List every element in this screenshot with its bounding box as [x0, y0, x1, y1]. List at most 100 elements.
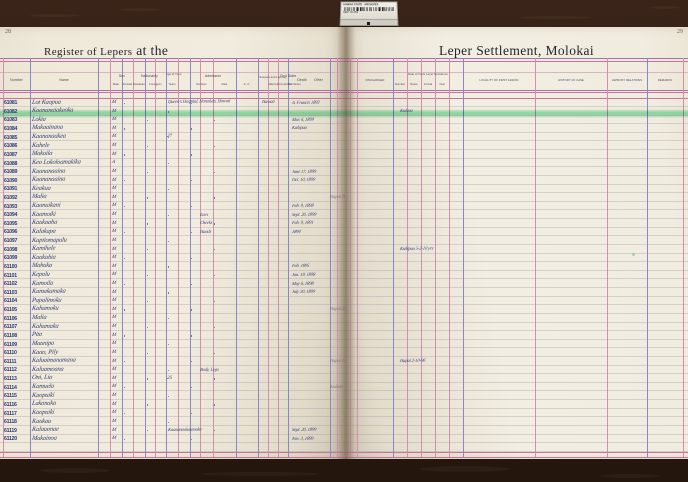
row-id: 61114 — [4, 384, 17, 391]
row-sex: M — [111, 108, 117, 114]
tally-dot — [124, 102, 126, 104]
row-id: 61095 — [4, 220, 18, 227]
row-other: Mar. 6, 1899 — [291, 116, 315, 122]
row-rule — [345, 166, 688, 168]
row-name: Kaluaimanamana — [31, 356, 77, 365]
header-sex-female: Female — [122, 83, 133, 86]
row-rule — [0, 123, 345, 125]
table-row: 61107 Kahumaka M — [0, 322, 345, 332]
row-rule — [345, 287, 688, 289]
table-row: 61111 Kaluaimanamana M Hapai 1-10-96 — [0, 357, 345, 366]
row-sex: M — [111, 177, 117, 183]
column-rule — [30, 58, 31, 457]
table-row: 61083 Lokia M Mar. 6, 1899 — [0, 116, 345, 125]
row-sex: M — [111, 401, 117, 407]
row-id: 61096 — [4, 229, 18, 236]
row-id: 61110 — [4, 350, 17, 357]
row-rule — [345, 218, 688, 220]
row-id: 61093 — [4, 203, 18, 210]
header-history-of-case: HISTORY OF CASE — [558, 79, 584, 82]
column-rule — [407, 58, 408, 457]
tally-dot — [214, 223, 216, 225]
tally-dot — [147, 275, 149, 277]
column-rule — [190, 58, 191, 457]
row-id: 61105 — [4, 307, 17, 314]
tally-dot — [147, 119, 149, 122]
row-rule — [345, 269, 688, 271]
row-name: Oni, Lia — [31, 374, 53, 382]
row-name: Maunipa — [31, 339, 55, 347]
row-rule — [0, 399, 345, 401]
row-id: 61115 — [4, 393, 17, 400]
row-other: Kahipaa — [291, 125, 308, 131]
right-page-note: Kaluna — [399, 108, 414, 114]
row-rule — [0, 157, 345, 159]
table-row: 61097 Kapiiomapalu M — [0, 236, 345, 246]
row-sex: M — [111, 255, 117, 261]
row-pencil-note: Kaluna — [329, 383, 344, 390]
tally-dot — [147, 430, 149, 432]
row-name: Kamuela — [31, 382, 55, 391]
highlight-band-right — [345, 108, 688, 118]
tally-dot — [191, 154, 193, 156]
row-rule — [0, 209, 345, 211]
table-row: 61104 Papalimoku M — [0, 297, 345, 306]
table-row: 61113 Oni, Lia M 25 — [0, 374, 345, 383]
row-sex: M — [111, 358, 117, 364]
page-title-left: Register of Lepers at the — [44, 43, 169, 58]
table-row: 61117 Kaopuiki M — [0, 409, 345, 418]
row-rule — [0, 407, 345, 409]
column-rule — [350, 58, 351, 457]
row-rule — [345, 174, 688, 176]
header-cs-married: Married — [268, 83, 279, 86]
row-name: Kaamoiki — [31, 210, 57, 218]
archive-label-card: HAWAII STATE ARCHIVES SER. M-262 — [339, 1, 399, 27]
tally-dot — [191, 257, 193, 260]
table-bottom-rule — [0, 452, 345, 453]
table-row: 61102 Kamoila M May 6, 1898 — [0, 279, 345, 289]
tally-dot — [191, 438, 193, 441]
tally-dot — [168, 266, 170, 268]
row-rule — [0, 450, 345, 452]
row-name: Kaakuhia — [31, 253, 57, 261]
row-sex: M — [111, 289, 117, 295]
tally-dot — [214, 249, 216, 251]
tally-dot — [168, 421, 170, 423]
row-rule — [345, 183, 688, 185]
row-lesion: Ears — [199, 211, 209, 217]
row-name: Lot Kaopua — [31, 98, 62, 106]
column-rule — [421, 58, 422, 457]
header-civil-state: Civil State — [279, 74, 297, 78]
table-row: 61101 Kepolu M Jan. 19, 1898 — [0, 271, 345, 280]
table-row: 61119 Kalauonae M Kaananaakaumaka Sept. 20, … — [0, 426, 345, 435]
row-rule — [0, 243, 345, 245]
row-sex: M — [111, 436, 117, 442]
ink-fleck — [632, 253, 635, 256]
row-name: Kepolu — [31, 270, 51, 278]
header-adm-ac: A. C. — [243, 83, 251, 86]
table-row: 61099 Kaakuhia M — [0, 254, 345, 263]
row-rule — [345, 140, 688, 142]
wood-grain — [30, 14, 80, 17]
header-sex: Sex — [118, 74, 126, 78]
row-rule — [345, 399, 688, 401]
tally-dot — [147, 378, 149, 380]
tally-dot — [168, 240, 170, 242]
row-id: 61087 — [4, 151, 18, 158]
column-rule — [3, 58, 4, 457]
row-rule — [345, 157, 688, 159]
row-rule — [345, 261, 688, 263]
row-name: Kaukau — [31, 417, 52, 425]
tally-dot — [191, 180, 193, 182]
column-rule — [683, 58, 684, 457]
row-name: Makainoa — [31, 434, 58, 442]
tally-dot — [191, 102, 193, 104]
row-id: 61107 — [4, 324, 17, 331]
table-row: 61093 Kaanuikani M Feb. 9, 1898 — [0, 202, 345, 211]
row-sex: M — [111, 427, 117, 433]
header-dv-name: Name — [410, 83, 418, 86]
header-sex-male: Male — [112, 83, 120, 86]
header-bottom-rule — [345, 90, 688, 91]
row-name: Kahumaka — [31, 322, 60, 330]
row-id: 61088 — [4, 160, 18, 167]
